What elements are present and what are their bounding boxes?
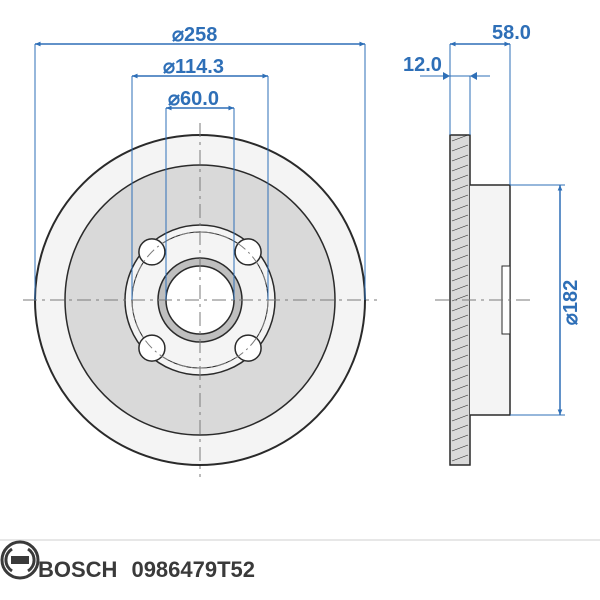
technical-drawing: { "dimensions": { "outer_diameter": "⌀25… [0,0,600,600]
bosch-logo-icon [0,540,40,580]
dim-offset: 58.0 [492,22,531,45]
dim-center-bore: ⌀60.0 [168,86,219,111]
dim-hub-diameter: ⌀182 [558,280,583,325]
brand-bar: BOSCH 0986479T52 [0,540,600,600]
part-number: 0986479T52 [131,557,255,583]
drawing-svg [0,0,600,600]
dim-bolt-circle: ⌀114.3 [163,54,224,79]
dim-outer-diameter: ⌀258 [172,22,217,47]
brand-name: BOSCH [38,557,117,583]
dim-thickness: 12.0 [403,54,442,77]
